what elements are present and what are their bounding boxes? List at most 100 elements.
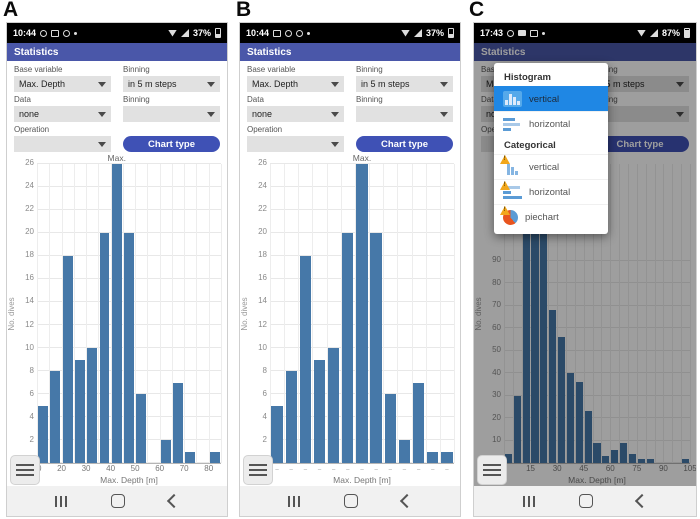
histogram-bar bbox=[160, 440, 171, 463]
y-tick-label: 4 bbox=[262, 411, 267, 421]
base-variable-select[interactable]: Max. Depth bbox=[247, 76, 344, 92]
histogram-bar bbox=[342, 233, 354, 463]
max-annotation: Max. bbox=[107, 153, 126, 163]
recents-icon[interactable] bbox=[288, 495, 300, 507]
binning-select[interactable]: in 5 m steps bbox=[356, 76, 453, 92]
y-axis: No. dives 02468101214161820222426 bbox=[7, 159, 37, 467]
home-icon[interactable] bbox=[111, 494, 125, 508]
histogram-bar bbox=[584, 411, 592, 463]
histogram-bar bbox=[271, 405, 283, 463]
histogram-bar bbox=[427, 451, 439, 463]
y-tick-label: 80 bbox=[492, 277, 501, 287]
chart-type-option-categorical-vertical[interactable]: vertical bbox=[494, 154, 608, 179]
y-tick-label: 20 bbox=[258, 227, 267, 237]
y-tick-label: 6 bbox=[29, 388, 34, 398]
histogram-horizontal-icon bbox=[503, 117, 522, 131]
binning-select[interactable]: in 5 m steps bbox=[123, 76, 220, 92]
statistics-form: Base variable Max. Depth Binning in 5 m … bbox=[240, 61, 460, 152]
hamburger-menu-button[interactable] bbox=[10, 455, 40, 485]
base-variable-select[interactable]: Max. Depth bbox=[14, 76, 111, 92]
page-title: Statistics bbox=[14, 46, 59, 58]
histogram-bar bbox=[209, 451, 220, 463]
y-tick-label: 18 bbox=[25, 250, 34, 260]
panel-a: A 10:44 37% Statistics bbox=[0, 0, 233, 519]
dropdown-arrow-icon bbox=[331, 81, 339, 87]
battery-icon bbox=[215, 28, 221, 38]
binning2-select[interactable] bbox=[591, 106, 689, 122]
x-tick-label: 40 bbox=[106, 464, 116, 473]
chart-type-popup: Histogram vertical horizontal Categorica… bbox=[494, 63, 608, 234]
chart-type-option-categorical-horizontal[interactable]: horizontal bbox=[494, 179, 608, 204]
chart-type-option-histogram-vertical[interactable]: vertical bbox=[494, 86, 608, 111]
histogram-bar bbox=[384, 394, 396, 463]
x-tick-dash: – bbox=[317, 467, 322, 473]
binning2-label: Binning bbox=[123, 95, 150, 104]
histogram-bar bbox=[602, 456, 610, 463]
y-tick-label: 10 bbox=[258, 342, 267, 352]
data-label: Data bbox=[14, 95, 31, 104]
x-tick-dash: – bbox=[289, 467, 293, 473]
wifi-icon bbox=[400, 29, 410, 37]
notification-dot-icon bbox=[542, 31, 546, 35]
histogram-bar bbox=[575, 382, 583, 463]
x-tick-label: 45 bbox=[579, 464, 589, 473]
home-icon[interactable] bbox=[344, 494, 358, 508]
recents-icon[interactable] bbox=[523, 495, 535, 507]
operation-label: Operation bbox=[14, 125, 50, 134]
y-tick-label: 70 bbox=[492, 300, 501, 310]
hamburger-menu-button[interactable] bbox=[477, 455, 507, 485]
x-tick-dash: – bbox=[374, 467, 378, 473]
android-nav-bar bbox=[7, 486, 227, 516]
chart-type-option-piechart[interactable]: piechart bbox=[494, 204, 608, 229]
y-tick-label: 40 bbox=[492, 367, 501, 377]
back-icon[interactable] bbox=[634, 493, 650, 509]
histogram-bar bbox=[398, 440, 411, 463]
plot-area: Max. bbox=[270, 153, 455, 464]
chart-type-button[interactable]: Chart type bbox=[356, 136, 453, 152]
cell-signal-icon bbox=[413, 29, 422, 37]
histogram-bar bbox=[111, 164, 122, 463]
operation-select[interactable] bbox=[14, 136, 111, 152]
recents-icon[interactable] bbox=[55, 495, 67, 507]
y-tick-label: 20 bbox=[492, 412, 501, 422]
battery-icon bbox=[684, 28, 690, 38]
histogram-bar bbox=[682, 458, 690, 463]
page-title: Statistics bbox=[481, 46, 526, 58]
chart-type-option-histogram-horizontal[interactable]: horizontal bbox=[494, 111, 608, 136]
data-select[interactable]: none bbox=[14, 106, 111, 122]
cell-signal-icon bbox=[649, 29, 658, 37]
x-tick-dash: – bbox=[275, 467, 279, 473]
data-select[interactable]: none bbox=[247, 106, 344, 122]
battery-icon bbox=[448, 28, 454, 38]
x-tick-label: 30 bbox=[81, 464, 91, 473]
battery-percent: 37% bbox=[192, 28, 211, 38]
binning-select[interactable]: in 5 m steps bbox=[591, 76, 689, 92]
y-tick-label: 26 bbox=[25, 158, 34, 167]
y-tick-label: 10 bbox=[492, 435, 501, 445]
operation-select[interactable] bbox=[247, 136, 344, 152]
binning2-select[interactable] bbox=[123, 106, 220, 122]
base-variable-label: Base variable bbox=[247, 65, 296, 74]
popup-section-categorical: Categorical bbox=[504, 140, 556, 151]
histogram-bar bbox=[566, 373, 574, 463]
histogram-bar bbox=[173, 382, 183, 463]
x-tick-label: 50 bbox=[130, 464, 140, 473]
chart-type-button[interactable]: Chart type bbox=[591, 136, 689, 152]
y-tick-label: 2 bbox=[262, 434, 267, 444]
back-icon[interactable] bbox=[399, 493, 415, 509]
back-icon[interactable] bbox=[166, 493, 182, 509]
y-tick-label: 50 bbox=[492, 345, 501, 355]
android-nav-bar bbox=[240, 486, 460, 516]
dropdown-arrow-icon bbox=[98, 81, 106, 87]
home-icon[interactable] bbox=[579, 494, 593, 508]
chart-type-button[interactable]: Chart type bbox=[123, 136, 220, 152]
binning2-select[interactable] bbox=[356, 106, 453, 122]
status-bar: 10:44 37% bbox=[7, 23, 227, 43]
x-axis-label: Max. Depth [m] bbox=[100, 475, 158, 485]
x-tick-dash: – bbox=[303, 467, 308, 473]
binning-label: Binning bbox=[356, 65, 383, 74]
histogram-bar bbox=[299, 256, 312, 463]
histogram-bar bbox=[99, 233, 110, 463]
hamburger-menu-button[interactable] bbox=[243, 455, 273, 485]
